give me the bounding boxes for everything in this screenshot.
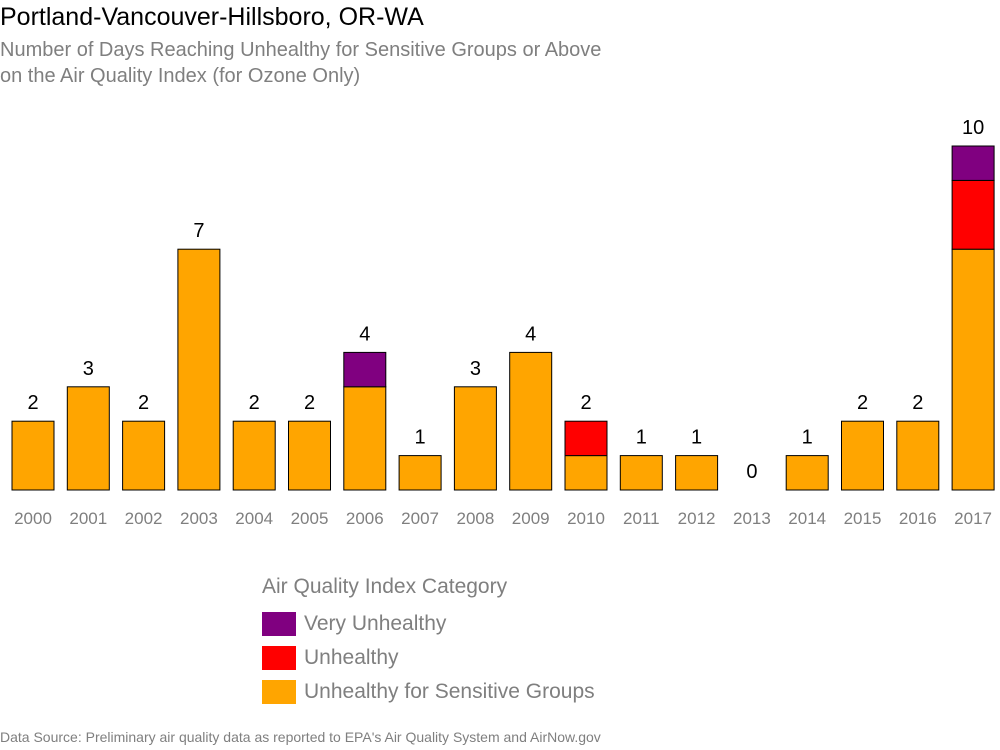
- bar-segment-2017-very-unhealthy: [951, 145, 995, 181]
- x-tick-label-2008: 2008: [456, 509, 494, 528]
- bar-chart: 2 2000 3 2001 2 2002 7 2003 2 2004 2 2005 4 2006 1 2007…: [11, 117, 995, 528]
- legend: Air Quality Index Category Very Unhealth…: [262, 575, 595, 709]
- legend-item-very-unhealthy: Very Unhealthy: [262, 607, 595, 641]
- x-tick-label-2012: 2012: [678, 509, 716, 528]
- bar-segment-2016-unhealthy-for-sensitive-groups: [896, 420, 940, 491]
- bar-total-label-2010: 2: [580, 392, 591, 414]
- legend-item-unhealthy-sensitive: Unhealthy for Sensitive Groups: [262, 675, 595, 709]
- legend-swatch-unhealthy-sensitive: [262, 680, 296, 704]
- bar-segment-2011-unhealthy-for-sensitive-groups: [619, 455, 663, 491]
- bar-total-label-2004: 2: [249, 392, 260, 414]
- bar-total-label-2007: 1: [415, 427, 426, 449]
- bar-total-label-2016: 2: [912, 392, 923, 414]
- x-tick-label-2013: 2013: [733, 509, 771, 528]
- bar-total-label-2015: 2: [857, 392, 868, 414]
- x-tick-label-2000: 2000: [14, 509, 52, 528]
- subtitle-line-1: Number of Days Reaching Unhealthy for Se…: [0, 39, 602, 61]
- bar-segment-2004-unhealthy-for-sensitive-groups: [232, 420, 276, 491]
- bar-segment-2000-unhealthy-for-sensitive-groups: [11, 420, 55, 491]
- legend-label: Very Unhealthy: [304, 612, 447, 635]
- bar-total-label-2011: 1: [636, 427, 647, 449]
- x-tick-label-2003: 2003: [180, 509, 218, 528]
- legend-label: Unhealthy for Sensitive Groups: [304, 680, 595, 703]
- x-tick-label-2010: 2010: [567, 509, 605, 528]
- x-tick-label-2006: 2006: [346, 509, 384, 528]
- legend-title: Air Quality Index Category: [262, 575, 508, 598]
- bar-segment-2007-unhealthy-for-sensitive-groups: [398, 455, 442, 491]
- bar-total-label-2005: 2: [304, 392, 315, 414]
- bar-segment-2006-unhealthy-for-sensitive-groups: [343, 386, 387, 491]
- bar-segment-2014-unhealthy-for-sensitive-groups: [785, 455, 829, 491]
- bar-total-label-2013: 0: [746, 461, 757, 483]
- x-tick-label-2001: 2001: [69, 509, 107, 528]
- bar-total-label-2000: 2: [27, 392, 38, 414]
- chart-subtitle: Number of Days Reaching Unhealthy for Se…: [0, 37, 601, 89]
- bar-segment-2010-unhealthy-for-sensitive-groups: [564, 455, 608, 491]
- x-tick-label-2017: 2017: [954, 509, 992, 528]
- x-tick-label-2014: 2014: [788, 509, 826, 528]
- bar-segment-2003-unhealthy-for-sensitive-groups: [177, 248, 221, 491]
- subtitle-line-2: on the Air Quality Index (for Ozone Only…: [0, 65, 361, 87]
- bar-segment-2006-very-unhealthy: [343, 351, 387, 388]
- legend-swatch-unhealthy: [262, 646, 296, 670]
- data-source-note: Data Source: Preliminary air quality dat…: [0, 729, 601, 745]
- x-tick-label-2011: 2011: [623, 509, 660, 528]
- x-tick-label-2009: 2009: [512, 509, 550, 528]
- bar-segment-2005-unhealthy-for-sensitive-groups: [288, 420, 331, 491]
- x-tick-label-2015: 2015: [844, 509, 882, 528]
- bar-total-label-2003: 7: [193, 220, 204, 242]
- bar-total-label-2008: 3: [470, 358, 481, 380]
- bar-total-label-2017: 10: [962, 117, 984, 139]
- bar-total-label-2009: 4: [525, 323, 536, 345]
- x-tick-label-2007: 2007: [401, 509, 439, 528]
- bar-segment-2010-unhealthy: [564, 420, 608, 457]
- bar-total-label-2006: 4: [359, 323, 370, 345]
- bar-segment-2009-unhealthy-for-sensitive-groups: [509, 351, 553, 491]
- bar-segment-2017-unhealthy: [951, 179, 995, 250]
- bar-segment-2008-unhealthy-for-sensitive-groups: [453, 386, 497, 491]
- x-tick-label-2004: 2004: [235, 509, 273, 528]
- bar-total-label-2012: 1: [691, 427, 702, 449]
- legend-label: Unhealthy: [304, 646, 399, 669]
- bar-segment-2012-unhealthy-for-sensitive-groups: [675, 455, 719, 491]
- bar-segment-2001-unhealthy-for-sensitive-groups: [66, 386, 110, 491]
- bar-total-label-2014: 1: [802, 427, 813, 449]
- chart-title: Portland-Vancouver-Hillsboro, OR-WA: [0, 3, 424, 31]
- legend-item-unhealthy: Unhealthy: [262, 641, 595, 675]
- legend-swatch-very-unhealthy: [262, 612, 296, 636]
- x-tick-label-2002: 2002: [125, 509, 163, 528]
- bar-segment-2002-unhealthy-for-sensitive-groups: [122, 420, 166, 491]
- bar-total-label-2001: 3: [83, 358, 94, 380]
- bar-segment-2017-unhealthy-for-sensitive-groups: [951, 248, 995, 491]
- bar-total-label-2002: 2: [138, 392, 149, 414]
- x-tick-label-2005: 2005: [291, 509, 329, 528]
- x-tick-label-2016: 2016: [899, 509, 937, 528]
- bar-segment-2015-unhealthy-for-sensitive-groups: [841, 420, 884, 491]
